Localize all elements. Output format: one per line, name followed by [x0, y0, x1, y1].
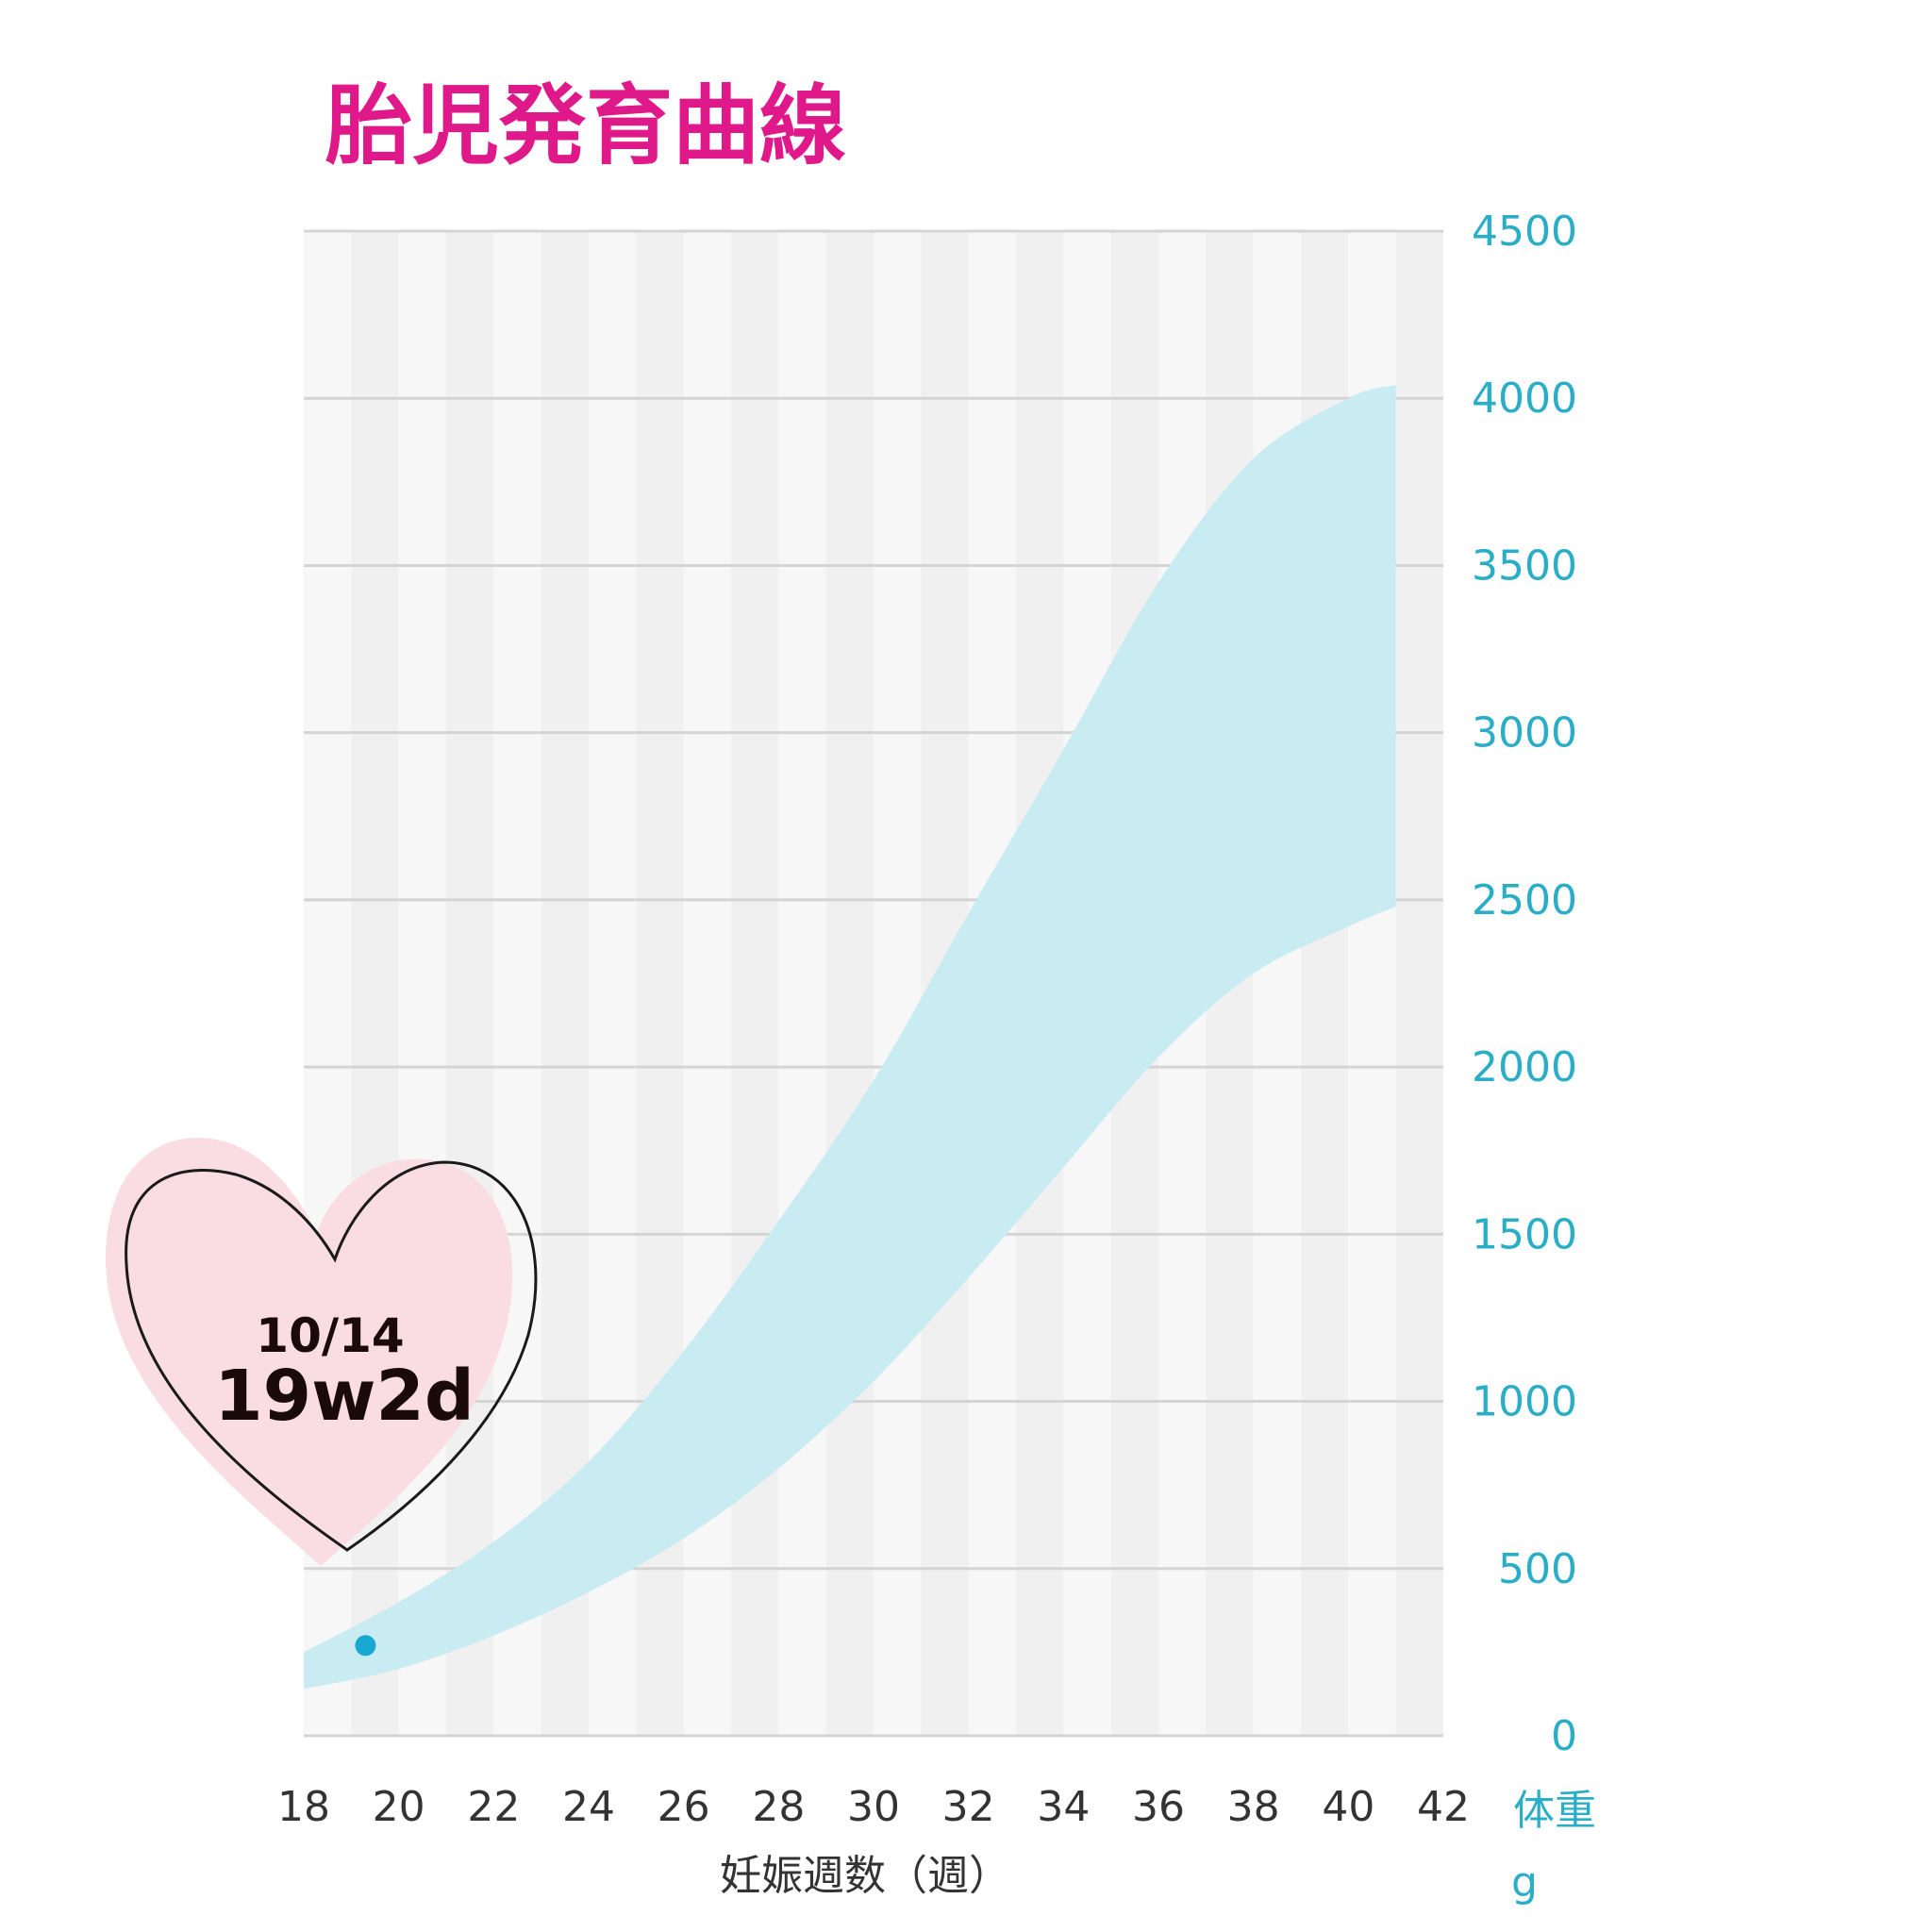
week-stripe [874, 231, 922, 1736]
y-axis-ticks: 0 500 1000 1500 2000 2500 3000 3500 4000 4500 [1472, 208, 1577, 1760]
heart-icon [105, 1138, 513, 1566]
x-axis-ticks: 18 20 22 24 26 28 30 32 34 36 38 40 42 [277, 1783, 1470, 1831]
badge-gestation: 19w2d [214, 1356, 475, 1437]
x-axis-label: 妊娠週数（週） [720, 1852, 1010, 1900]
x-tick-label: 30 [847, 1783, 900, 1831]
growth-band [304, 385, 1396, 1690]
y-axis-unit: g [1511, 1858, 1538, 1907]
x-tick-label: 36 [1132, 1783, 1185, 1831]
x-tick-label: 24 [562, 1783, 615, 1831]
week-stripe [446, 231, 494, 1736]
y-tick-label: 3500 [1472, 541, 1577, 590]
y-tick-label: 0 [1551, 1712, 1577, 1760]
x-tick-label: 18 [277, 1783, 330, 1831]
chart-title: 胎児発育曲線 [325, 75, 846, 176]
x-tick-label: 32 [942, 1783, 995, 1831]
badge-date: 10/14 [256, 1308, 404, 1363]
y-tick-label: 3000 [1472, 709, 1577, 758]
y-tick-label: 4500 [1472, 208, 1577, 256]
y-tick-label: 500 [1498, 1545, 1577, 1593]
y-tick-label: 1000 [1472, 1378, 1577, 1426]
x-tick-label: 34 [1037, 1783, 1090, 1831]
y-axis-label: 体重 [1513, 1787, 1596, 1835]
gestation-badge: 10/14 19w2d [105, 1138, 538, 1566]
x-tick-label: 42 [1417, 1783, 1470, 1831]
week-stripe [493, 231, 541, 1736]
y-tick-label: 2000 [1472, 1043, 1577, 1091]
x-tick-label: 28 [752, 1783, 805, 1831]
week-stripe [731, 231, 779, 1736]
x-tick-label: 26 [658, 1783, 710, 1831]
x-tick-label: 38 [1227, 1783, 1280, 1831]
y-tick-label: 1500 [1472, 1210, 1577, 1258]
measurement-points [355, 1635, 376, 1657]
y-tick-label: 2500 [1472, 876, 1577, 924]
x-tick-label: 40 [1322, 1783, 1374, 1831]
week-stripe [778, 231, 826, 1736]
x-tick-label: 22 [467, 1783, 520, 1831]
week-stripe [1395, 231, 1443, 1736]
heart-outline [125, 1160, 538, 1552]
measurement-point [355, 1635, 376, 1657]
week-stripe [398, 231, 446, 1736]
y-tick-label: 4000 [1472, 375, 1577, 423]
x-tick-label: 20 [373, 1783, 425, 1831]
week-stripe [825, 231, 874, 1736]
